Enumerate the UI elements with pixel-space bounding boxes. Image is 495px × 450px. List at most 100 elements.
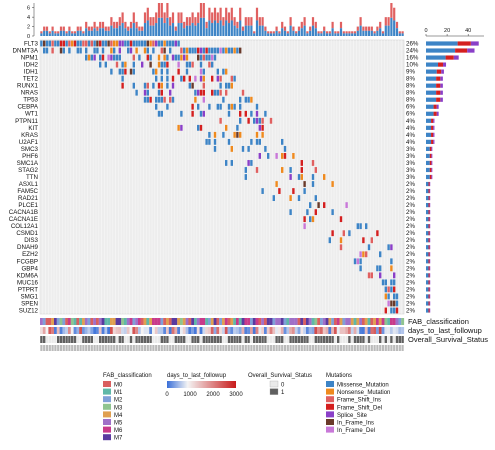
sample-bar-segment bbox=[166, 17, 169, 36]
survival-track-cell bbox=[328, 336, 331, 343]
mutation-cell bbox=[40, 40, 43, 47]
sample-bar-segment bbox=[387, 25, 390, 36]
sample-id-tick bbox=[135, 345, 138, 351]
sample-id-tick bbox=[99, 345, 102, 351]
survival-track-cell bbox=[57, 336, 60, 343]
sample-bar-segment bbox=[185, 17, 189, 26]
followup-track-cell bbox=[390, 327, 393, 334]
survival-track-cell bbox=[177, 336, 180, 343]
fab-track-cell bbox=[280, 318, 284, 325]
survival-track-cell bbox=[205, 336, 208, 343]
fab-track-cell bbox=[185, 318, 189, 325]
sample-bar-segment bbox=[342, 31, 345, 34]
mutation-cell bbox=[213, 145, 217, 152]
mutation-cell bbox=[129, 47, 133, 54]
fab-track-cell bbox=[194, 318, 197, 325]
gene-bar-missense bbox=[426, 231, 429, 236]
mutation-cell bbox=[174, 54, 177, 61]
followup-track-cell bbox=[98, 327, 102, 334]
mutation-cell bbox=[157, 96, 161, 103]
sample-bar-segment bbox=[71, 33, 74, 36]
mutation-cell bbox=[115, 40, 119, 47]
sample-bar-segment bbox=[113, 28, 116, 36]
sample-bar-segment bbox=[241, 30, 245, 36]
mutation-cell bbox=[171, 40, 175, 47]
followup-track-cell bbox=[370, 327, 374, 334]
gene-label: TET2 bbox=[23, 76, 39, 83]
mutation-cell bbox=[395, 307, 399, 314]
followup-track-cell bbox=[180, 327, 183, 334]
fab-track-cell bbox=[289, 318, 293, 325]
right-axis-tick-label: 20 bbox=[444, 28, 450, 34]
gene-bar-missense bbox=[426, 41, 458, 46]
survival-track-cell bbox=[65, 336, 68, 343]
mutation-cell bbox=[166, 68, 169, 75]
mutation-cell bbox=[101, 54, 105, 61]
followup-track-cell bbox=[258, 327, 262, 334]
mutation-cell bbox=[124, 61, 127, 68]
sample-bar-segment bbox=[174, 30, 177, 36]
followup-track-cell bbox=[208, 327, 211, 334]
mutation-cell bbox=[227, 110, 231, 117]
mutation-cell bbox=[339, 237, 343, 244]
followup-track-cell bbox=[70, 327, 74, 334]
gene-bar-missense bbox=[426, 280, 429, 285]
sample-bar-segment bbox=[166, 3, 169, 18]
sample-bar-segment bbox=[351, 31, 354, 34]
sample-bar-segment bbox=[174, 26, 177, 31]
sample-bar-segment bbox=[353, 31, 357, 34]
gene-bar-missense bbox=[426, 308, 429, 313]
sample-id-tick bbox=[171, 345, 175, 351]
sample-bar-segment bbox=[356, 26, 359, 31]
sample-bar-segment bbox=[306, 33, 309, 36]
sample-bar-segment bbox=[68, 26, 71, 31]
mutation-cell bbox=[289, 209, 292, 216]
survival-track-cell bbox=[62, 336, 65, 343]
gene-bar-other bbox=[429, 238, 431, 243]
mutation-cell bbox=[300, 160, 303, 166]
followup-track-cell bbox=[199, 327, 203, 334]
sample-bar-segment bbox=[255, 20, 259, 36]
sample-id-tick bbox=[281, 345, 284, 351]
mutation-cell bbox=[57, 40, 60, 47]
mutation-cell bbox=[264, 110, 267, 117]
sample-id-tick bbox=[48, 345, 51, 351]
mutation-cell bbox=[171, 82, 175, 89]
survival-track-cell bbox=[51, 336, 54, 343]
survival-track-cell bbox=[297, 336, 301, 343]
sample-bar-segment bbox=[398, 33, 401, 36]
sample-bar-segment bbox=[211, 12, 214, 24]
sample-id-tick bbox=[379, 345, 382, 351]
followup-track-cell bbox=[320, 327, 323, 334]
sample-id-tick bbox=[79, 345, 82, 351]
mutation-cell bbox=[177, 40, 180, 47]
sample-bar-segment bbox=[269, 33, 273, 36]
sample-bar-segment bbox=[261, 25, 264, 36]
gene-bar-other bbox=[429, 308, 431, 313]
fab-track-cell bbox=[286, 318, 290, 325]
gene-percent-label: 8% bbox=[406, 76, 415, 83]
mutation-cell bbox=[197, 124, 200, 131]
gene-bar-missense bbox=[426, 294, 429, 299]
gene-percent-label: 2% bbox=[406, 230, 415, 237]
gene-bar-frameshift bbox=[455, 48, 468, 53]
sample-bar-segment bbox=[225, 20, 228, 36]
mutation-cell bbox=[359, 251, 362, 258]
fab-track-cell bbox=[205, 318, 209, 325]
sample-id-tick bbox=[73, 345, 77, 351]
sample-id-tick bbox=[205, 345, 208, 351]
sample-bar-segment bbox=[292, 26, 295, 31]
sample-bar-segment bbox=[135, 28, 138, 36]
fab-track-cell bbox=[171, 318, 175, 325]
followup-track-cell bbox=[264, 327, 267, 334]
gene-bar-missense bbox=[426, 62, 439, 67]
mutation-cell bbox=[199, 124, 203, 131]
mutation-cell bbox=[236, 47, 239, 54]
mutation-cell bbox=[303, 188, 306, 194]
survival-track-cell bbox=[202, 336, 205, 343]
gene-label: SMC1A bbox=[17, 160, 39, 167]
mutation-cell bbox=[149, 40, 152, 47]
mutation-cell bbox=[177, 54, 180, 61]
gene-label: CACNA1B bbox=[9, 209, 38, 216]
sample-bar-segment bbox=[331, 21, 334, 29]
